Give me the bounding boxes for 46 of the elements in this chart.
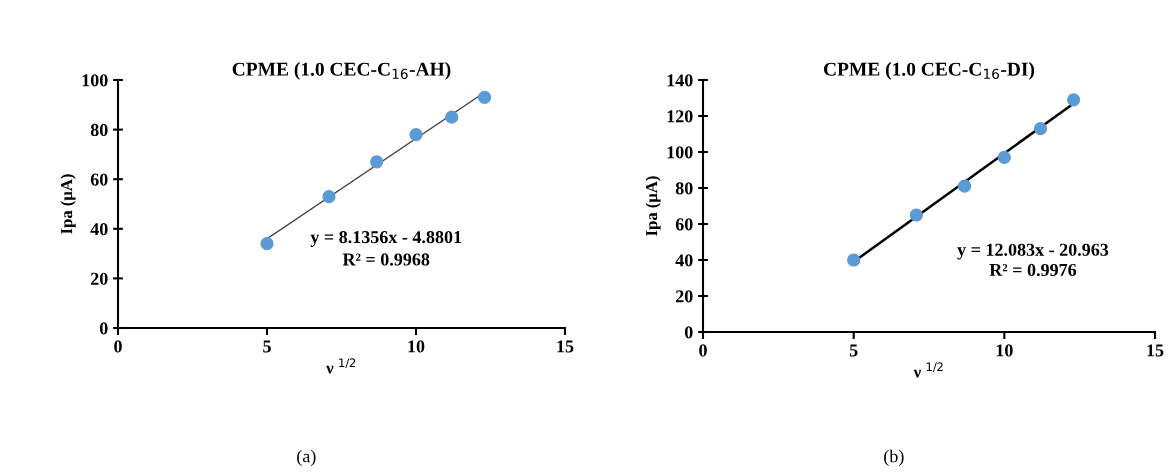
y-tick-label: 100 (82, 74, 108, 87)
y-tick-label: 20 (675, 290, 693, 303)
point (260, 237, 274, 251)
point (1067, 93, 1081, 107)
y-tick-label: 80 (675, 182, 693, 195)
annotation: y = 8.1356x - 4.8801 (310, 231, 462, 247)
y-axis-title: Ipa (μA) (645, 176, 661, 236)
y-tick-label: 140 (667, 74, 693, 87)
chart-title: CPME (1.0 CEC-C$_{16}$-AH) (232, 62, 451, 80)
point (370, 155, 384, 169)
point (1033, 122, 1048, 136)
y-axis-title: Ipa (μA) (60, 174, 76, 234)
annotation: R² = 0.9968 (342, 253, 430, 266)
y-tick-label: 40 (675, 254, 693, 267)
x-tick-label: 15 (1147, 344, 1164, 357)
x-tick-label: 10 (408, 340, 425, 353)
x-axis-title: ν $^{1/2}$ (326, 358, 356, 374)
point (445, 110, 459, 124)
y-tick-label: 20 (90, 272, 108, 285)
y-tick-label: 40 (90, 223, 108, 236)
x-tick-label: 5 (849, 344, 858, 357)
x-tick-label: 5 (263, 340, 271, 353)
y-tick-label: 60 (675, 218, 693, 231)
text: (a) (297, 449, 316, 467)
y-tick-label: 100 (667, 146, 693, 159)
point (477, 90, 492, 104)
y-tick-label: 60 (90, 173, 108, 186)
point (909, 208, 923, 222)
y-tick-label: 120 (667, 110, 693, 123)
x-tick-label: 0 (699, 344, 707, 357)
annotation: y = 12.083x - 20.963 (957, 243, 1109, 260)
point (847, 253, 861, 267)
point (409, 127, 423, 142)
y-tick-label: 0 (684, 326, 693, 339)
x-tick-label: 10 (996, 344, 1013, 357)
point (997, 150, 1011, 164)
point (322, 189, 336, 204)
x-tick-label: 0 (114, 340, 122, 353)
chart-title: CPME (1.0 CEC-C$_{16}$-DI) (823, 62, 1035, 80)
text: (b) (884, 449, 904, 467)
y-tick-label: 0 (99, 322, 108, 335)
annotation: R² = 0.9976 (989, 263, 1077, 277)
x-axis-title: ν $^{1/2}$ (913, 362, 943, 378)
x-tick-label: 15 (557, 340, 574, 353)
y-tick-label: 80 (90, 123, 108, 137)
point (957, 179, 972, 193)
